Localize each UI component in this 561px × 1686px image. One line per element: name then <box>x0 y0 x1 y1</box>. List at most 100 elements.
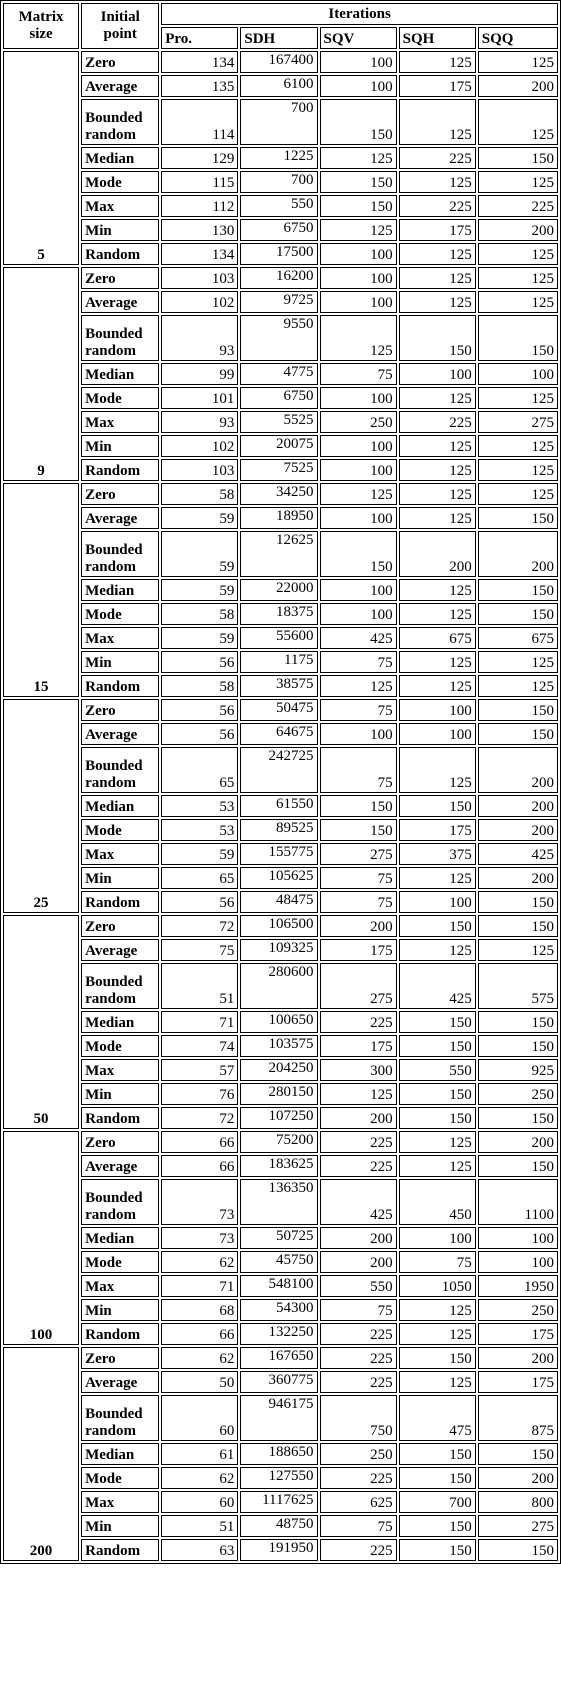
sdh-cell: 132250 <box>240 1323 318 1345</box>
pro-cell: 115 <box>161 171 239 193</box>
sdh-cell: 75200 <box>240 1131 318 1153</box>
sqv-cell: 425 <box>319 1179 397 1225</box>
sqh-cell: 125 <box>398 483 476 505</box>
table-row: 25 Zero 56 50475 75 100 150 <box>3 699 558 913</box>
pro-cell: 101 <box>161 387 239 409</box>
sqh-cell: 225 <box>398 195 476 217</box>
sqh-cell: 150 <box>398 1539 476 1561</box>
initial-point-cell: Bounded random <box>81 99 160 145</box>
sqq-cell: 125 <box>477 675 558 697</box>
sdh-cell: 17500 <box>240 243 318 265</box>
sqq-cell: 125 <box>477 171 558 193</box>
initial-point-cell: Random <box>81 1107 160 1129</box>
sdh-cell: 106500 <box>240 915 318 937</box>
table-row: Mode 58 18375 100 125 150 <box>3 603 558 625</box>
initial-point-cell: Random <box>81 891 160 913</box>
pro-cell: 58 <box>161 675 239 697</box>
initial-point-cell: Bounded random <box>81 963 160 1009</box>
table-row: 200 Zero 62 167650 225 150 200 <box>3 1347 558 1561</box>
sqh-cell: 125 <box>398 267 476 289</box>
table-row: Median 129 1225 125 225 150 <box>3 147 558 169</box>
initial-point-cell: Median <box>81 147 160 169</box>
sqq-cell: 100 <box>477 1227 558 1249</box>
table-row: Mode 62 127550 225 150 200 <box>3 1467 558 1489</box>
pro-cell: 59 <box>161 579 239 601</box>
sqq-cell: 200 <box>477 795 558 817</box>
pro-cell: 66 <box>161 1131 239 1153</box>
sqq-cell: 125 <box>477 435 558 457</box>
table-row: Mode 53 89525 150 175 200 <box>3 819 558 841</box>
sdh-cell: 548100 <box>240 1275 318 1297</box>
sdh-cell: 54300 <box>240 1299 318 1321</box>
sqv-cell: 200 <box>319 915 397 937</box>
sqv-cell: 100 <box>319 51 397 73</box>
initial-point-cell: Average <box>81 1371 160 1393</box>
table-row: Random 56 48475 75 100 150 <box>3 891 558 913</box>
sqv-cell: 250 <box>319 1443 397 1465</box>
sqv-cell: 100 <box>319 723 397 745</box>
sqv-cell: 225 <box>319 1347 397 1369</box>
initial-point-cell: Median <box>81 363 160 385</box>
pro-cell: 56 <box>161 651 239 673</box>
sqh-cell: 100 <box>398 699 476 721</box>
sqv-cell: 125 <box>319 675 397 697</box>
initial-point-cell: Mode <box>81 387 160 409</box>
sdh-cell: 204250 <box>240 1059 318 1081</box>
initial-point-cell: Min <box>81 1515 160 1537</box>
table-row: Bounded random 73 136350 425 450 1100 <box>3 1179 558 1225</box>
sqv-cell: 100 <box>319 507 397 529</box>
initial-point-cell: Zero <box>81 1131 160 1153</box>
sqq-cell: 150 <box>477 1539 558 1561</box>
sqv-cell: 275 <box>319 843 397 865</box>
table-row: Median 61 188650 250 150 150 <box>3 1443 558 1465</box>
table-row: Bounded random 114 700 150 125 125 <box>3 99 558 145</box>
pro-cell: 76 <box>161 1083 239 1105</box>
pro-cell: 56 <box>161 891 239 913</box>
matrix-size-cell: 5 <box>3 51 80 265</box>
pro-cell: 130 <box>161 219 239 241</box>
pro-cell: 58 <box>161 603 239 625</box>
sqv-cell: 100 <box>319 603 397 625</box>
pro-cell: 134 <box>161 51 239 73</box>
sqh-cell: 125 <box>398 603 476 625</box>
sdh-cell: 188650 <box>240 1443 318 1465</box>
table-row: Median 73 50725 200 100 100 <box>3 1227 558 1249</box>
initial-point-cell: Median <box>81 795 160 817</box>
sdh-cell: 64675 <box>240 723 318 745</box>
initial-point-cell: Average <box>81 507 160 529</box>
initial-point-cell: Bounded random <box>81 531 160 577</box>
sqq-cell: 125 <box>477 459 558 481</box>
sqq-cell: 150 <box>477 147 558 169</box>
sqh-cell: 125 <box>398 507 476 529</box>
table-row: Mode 101 6750 100 125 125 <box>3 387 558 409</box>
table-row: Bounded random 51 280600 275 425 575 <box>3 963 558 1009</box>
sqv-cell: 200 <box>319 1107 397 1129</box>
sqv-cell: 150 <box>319 531 397 577</box>
sqv-cell: 150 <box>319 795 397 817</box>
initial-point-cell: Zero <box>81 915 160 937</box>
sqv-cell: 75 <box>319 1299 397 1321</box>
sqv-cell: 150 <box>319 195 397 217</box>
sqq-cell: 875 <box>477 1395 558 1441</box>
pro-cell: 50 <box>161 1371 239 1393</box>
sqv-cell: 100 <box>319 459 397 481</box>
sqv-cell: 75 <box>319 867 397 889</box>
sqq-cell: 125 <box>477 243 558 265</box>
sdh-cell: 9550 <box>240 315 318 361</box>
initial-point-cell: Min <box>81 435 160 457</box>
sqh-cell: 100 <box>398 891 476 913</box>
sqh-cell: 150 <box>398 1035 476 1057</box>
table-row: Average 102 9725 100 125 125 <box>3 291 558 313</box>
sdh-cell: 109325 <box>240 939 318 961</box>
pro-cell: 75 <box>161 939 239 961</box>
sqq-cell: 100 <box>477 363 558 385</box>
pro-cell: 72 <box>161 915 239 937</box>
sdh-cell: 50725 <box>240 1227 318 1249</box>
initial-point-cell: Min <box>81 867 160 889</box>
sqh-cell: 175 <box>398 75 476 97</box>
sqh-cell: 125 <box>398 579 476 601</box>
table-row: Min 130 6750 125 175 200 <box>3 219 558 241</box>
pro-cell: 60 <box>161 1491 239 1513</box>
sqh-cell: 700 <box>398 1491 476 1513</box>
initial-point-cell: Mode <box>81 603 160 625</box>
